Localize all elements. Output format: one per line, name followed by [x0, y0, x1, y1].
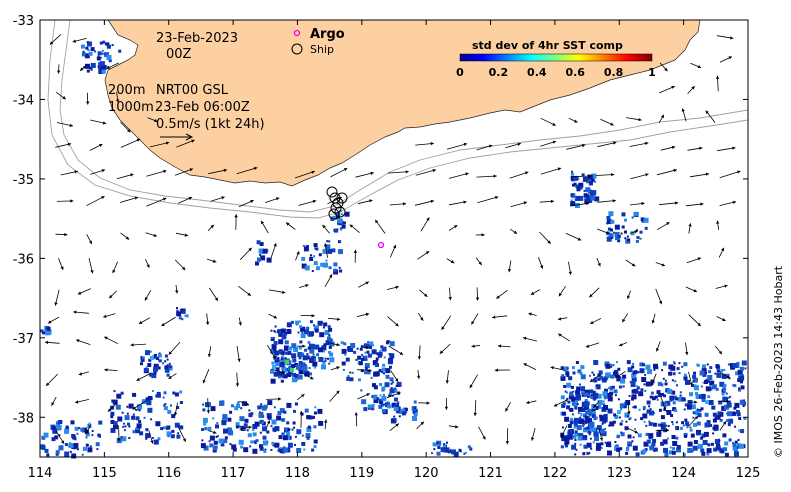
ship-marker — [326, 186, 338, 198]
x-tick-label: 116 — [156, 466, 181, 481]
ship-legend-label: Ship — [310, 43, 334, 56]
y-tick-label: -35 — [13, 173, 34, 188]
y-tick-label: -33 — [13, 14, 34, 29]
depth-label-1000m: 1000m — [108, 100, 154, 115]
x-tick-label: 118 — [285, 466, 310, 481]
colorbar-tick-label: 1 — [648, 66, 656, 79]
argo-legend-icon — [293, 29, 301, 37]
sst-std-dev-field — [40, 40, 747, 459]
argo-float-marker — [377, 241, 385, 249]
x-tick-label: 121 — [478, 466, 503, 481]
x-tick-label: 122 — [542, 466, 567, 481]
colorbar-tick-label: 0.2 — [489, 66, 509, 79]
y-tick-label: -34 — [13, 93, 34, 108]
colorbar-tick-label: 0.4 — [527, 66, 547, 79]
product-time-label: 23-Feb 06:00Z — [155, 100, 250, 115]
land-australia — [104, 19, 701, 187]
x-tick-label: 119 — [349, 466, 374, 481]
current-vectors — [44, 34, 741, 445]
y-tick-label: -38 — [13, 411, 34, 426]
scale-label: 0.5m/s (1kt 24h) — [156, 117, 265, 132]
ship-marker — [330, 202, 342, 214]
y-tick-label: -36 — [13, 252, 34, 267]
y-tick-label: -37 — [13, 332, 34, 347]
ship-marker — [328, 208, 340, 220]
axis-ticks: 114 115 116 117 118 119 120 121 122 123 124 125 -33 -… — [13, 14, 761, 481]
x-tick-label: 123 — [607, 466, 632, 481]
x-tick-label: 114 — [28, 466, 53, 481]
x-tick-label: 124 — [671, 466, 696, 481]
colorbar-tick-label: 0.6 — [565, 66, 585, 79]
plot-frame — [39, 19, 749, 458]
scale-arrow-icon — [160, 133, 194, 141]
product-label: NRT00 GSL — [156, 83, 229, 98]
ship-track — [326, 186, 348, 220]
colorbar-tick-label: 0 — [456, 66, 464, 79]
colorbar-ticks: 0 0.2 0.4 0.6 0.8 1 — [456, 66, 656, 79]
ship-legend-icon — [291, 43, 303, 55]
x-tick-label: 115 — [92, 466, 117, 481]
colorbar-tick-label: 0.8 — [604, 66, 624, 79]
x-tick-label: 117 — [221, 466, 246, 481]
x-tick-label: 120 — [414, 466, 439, 481]
argo-legend-label: Argo — [310, 27, 345, 42]
x-tick-label: 125 — [736, 466, 761, 481]
ship-marker — [336, 192, 348, 204]
ship-marker — [334, 206, 346, 218]
depth-label-200m: 200m — [108, 83, 145, 98]
time-label: 00Z — [166, 47, 192, 62]
date-label: 23-Feb-2023 — [156, 31, 238, 46]
colorbar — [459, 53, 653, 62]
isobath-200m — [59, 19, 749, 213]
colorbar-title: std dev of 4hr SST comp — [472, 39, 623, 52]
credit-label: © IMOS 26-Feb-2023 14:43 Hobart — [772, 265, 785, 458]
